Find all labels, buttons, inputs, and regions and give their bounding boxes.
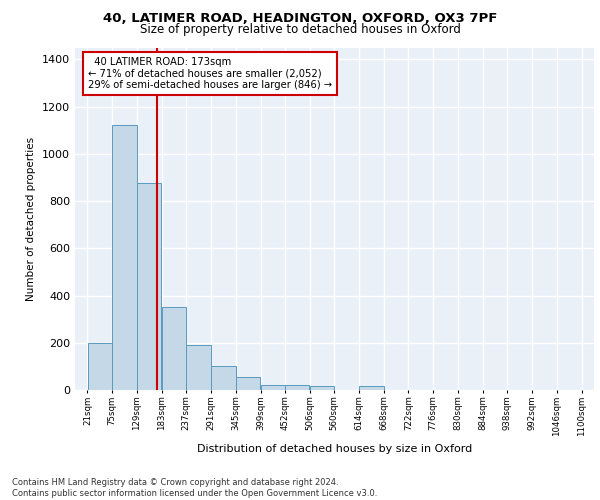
Bar — [261, 385, 285, 390]
Bar — [211, 366, 236, 390]
Bar — [285, 385, 310, 390]
Text: 40 LATIMER ROAD: 173sqm
← 71% of detached houses are smaller (2,052)
29% of semi: 40 LATIMER ROAD: 173sqm ← 71% of detache… — [88, 57, 332, 90]
Text: 40, LATIMER ROAD, HEADINGTON, OXFORD, OX3 7PF: 40, LATIMER ROAD, HEADINGTON, OXFORD, OX… — [103, 12, 497, 24]
Bar — [359, 386, 383, 390]
X-axis label: Distribution of detached houses by size in Oxford: Distribution of detached houses by size … — [197, 444, 472, 454]
Text: Size of property relative to detached houses in Oxford: Size of property relative to detached ho… — [140, 22, 460, 36]
Bar — [236, 378, 260, 390]
Bar — [137, 182, 161, 390]
Y-axis label: Number of detached properties: Number of detached properties — [26, 136, 37, 301]
Bar — [187, 344, 211, 390]
Text: Contains HM Land Registry data © Crown copyright and database right 2024.
Contai: Contains HM Land Registry data © Crown c… — [12, 478, 377, 498]
Bar — [310, 386, 334, 390]
Bar — [112, 126, 137, 390]
Bar — [88, 344, 112, 390]
Bar — [162, 308, 186, 390]
